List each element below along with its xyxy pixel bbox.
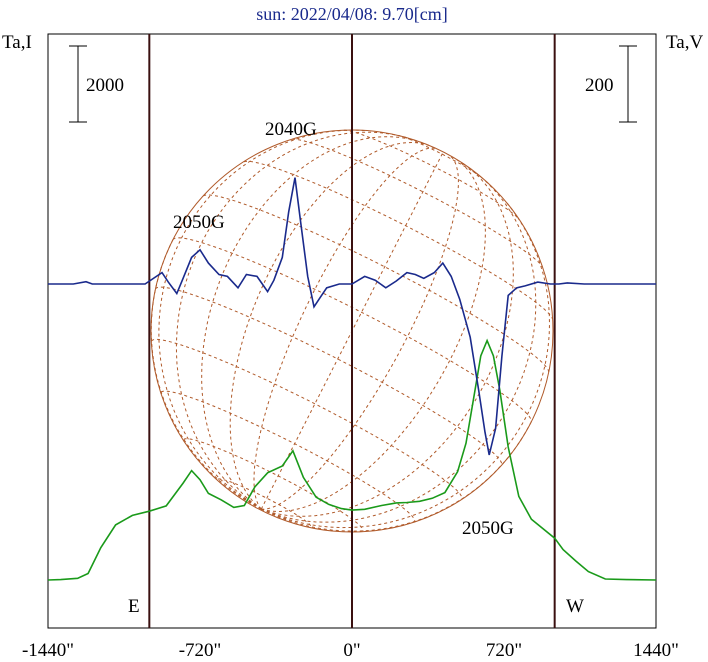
longitude-line bbox=[175, 131, 410, 510]
latitude-line bbox=[160, 390, 416, 522]
longitude-line bbox=[261, 162, 514, 517]
latitude-line bbox=[151, 338, 463, 500]
longitude-line bbox=[229, 141, 430, 510]
series-I-line bbox=[47, 338, 657, 581]
latitude-line bbox=[203, 194, 550, 373]
annotation-2050g-east: 2050G bbox=[173, 212, 225, 233]
series-V-line bbox=[48, 177, 656, 456]
longitude-line bbox=[261, 201, 551, 529]
longitude-line bbox=[158, 129, 366, 510]
annotation-2040g: 2040G bbox=[265, 119, 317, 140]
longitude-line bbox=[261, 159, 486, 513]
scale-bar-left bbox=[69, 45, 87, 123]
solar-disk-grid bbox=[150, 129, 554, 533]
longitude-line bbox=[261, 155, 459, 510]
longitude-line bbox=[150, 239, 262, 510]
latitude-line bbox=[343, 129, 520, 220]
scale-bar-right bbox=[619, 45, 637, 123]
x-tick-label: 1440" bbox=[633, 640, 679, 661]
latitude-line bbox=[183, 438, 364, 531]
latitude-line bbox=[217, 478, 312, 527]
longitude-line bbox=[260, 151, 444, 510]
left-axis-label: Ta,I bbox=[2, 32, 32, 53]
longitude-line bbox=[253, 147, 436, 510]
latitude-line bbox=[155, 286, 503, 466]
east-limb-label: E bbox=[128, 596, 140, 617]
scale-bar-right-label: 200 bbox=[585, 75, 614, 96]
latitude-line bbox=[172, 237, 532, 423]
x-tick-label: 720" bbox=[486, 640, 522, 661]
west-limb-label: W bbox=[566, 596, 584, 617]
right-axis-label: Ta,V bbox=[666, 32, 703, 53]
x-tick-label: -720" bbox=[179, 640, 222, 661]
annotation-2050g-west: 2050G bbox=[462, 518, 514, 539]
longitude-line bbox=[261, 170, 537, 523]
longitude-line bbox=[260, 422, 532, 532]
x-tick-labels: -1440" -720" 0" 720" 1440" bbox=[22, 640, 679, 661]
scale-bar-left-label: 2000 bbox=[86, 75, 124, 96]
disk-lat-lon-lines bbox=[150, 129, 553, 532]
x-tick-label: -1440" bbox=[22, 640, 74, 661]
x-tick-label: 0" bbox=[343, 640, 360, 661]
latitude-line bbox=[292, 138, 543, 267]
chart-title: sun: 2022/04/08: 9.70[cm] bbox=[256, 4, 448, 24]
